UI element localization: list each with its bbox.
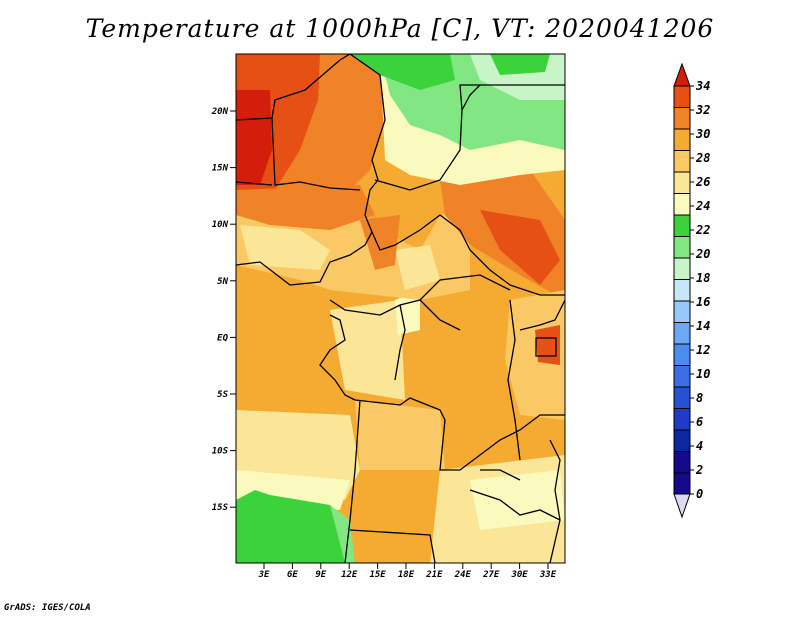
colorbar-bin — [673, 322, 691, 345]
colorbar-bin — [673, 128, 691, 151]
colorbar-bin — [673, 150, 691, 173]
x-tick-label: 33E — [539, 570, 557, 580]
colorbar-bin — [673, 214, 691, 237]
colorbar-label: 4 — [696, 439, 703, 453]
colorbar-label: 24 — [695, 199, 710, 213]
x-tick-label: 6E — [287, 570, 298, 580]
colorbar-bin — [673, 279, 691, 302]
colorbar-bin — [673, 429, 691, 452]
x-tick-label: 27E — [482, 570, 500, 580]
colorbar-bin — [673, 171, 691, 194]
colorbar-under-triangle — [673, 493, 691, 519]
x-tick-label: 24E — [454, 570, 472, 580]
colorbar-label: 10 — [696, 367, 710, 381]
colorbar-label: 34 — [695, 79, 710, 93]
x-tick-label: 21E — [425, 570, 443, 580]
colorbar-bin — [673, 85, 691, 108]
country-borders — [236, 54, 565, 563]
colorbar-bin — [673, 300, 691, 323]
x-tick-label: 12E — [341, 570, 358, 580]
y-tick-label: 10S — [212, 447, 229, 457]
latitude-axis: 20N 15N 10N 5N EQ 5S 10S 15S — [211, 107, 236, 513]
colorbar-bin — [673, 365, 691, 388]
colorbar-bin — [673, 236, 691, 259]
y-tick-label: 15N — [212, 164, 229, 174]
colorbar-bin — [673, 193, 691, 216]
colorbar-over-triangle — [673, 62, 691, 87]
colorbar-label: 0 — [696, 487, 703, 501]
x-tick-label: 9E — [315, 570, 326, 580]
y-tick-label: 10N — [212, 220, 229, 230]
colorbar-label: 28 — [695, 151, 710, 165]
grads-credit: GrADS: IGES/COLA — [4, 603, 91, 613]
colorbar-bin — [673, 408, 691, 431]
x-tick-label: 18E — [398, 570, 415, 580]
colorbar-label: 18 — [696, 271, 710, 285]
colorbar-bin — [673, 107, 691, 130]
colorbar-label: 32 — [695, 103, 710, 117]
colorbar-bin — [673, 386, 691, 409]
colorbar-label: 8 — [696, 391, 703, 405]
colorbar-label: 2 — [695, 463, 703, 477]
colorbar-bin — [673, 343, 691, 366]
map-title: Temperature at 1000hPa [C], VT: 20200412… — [85, 14, 715, 43]
colorbar-bin — [673, 472, 691, 495]
map-frame — [235, 53, 566, 564]
colorbar-label: 6 — [696, 415, 703, 429]
y-tick-label: 5S — [217, 390, 228, 400]
y-tick-label: 20N — [211, 107, 229, 117]
y-tick-label: EQ — [217, 333, 228, 343]
longitude-axis: 3E 6E 9E 12E 15E 18E 21E 24E 27E 30E 33E — [258, 563, 557, 580]
colorbar-label: 14 — [696, 319, 710, 333]
y-tick-label: 5N — [217, 277, 228, 287]
colorbar-bin — [673, 257, 691, 280]
colorbar-label: 16 — [696, 295, 710, 309]
colorbar-bin — [673, 451, 691, 474]
x-tick-label: 30E — [510, 570, 528, 580]
y-tick-label: 15S — [212, 503, 229, 513]
colorbar-label: 26 — [695, 175, 710, 189]
x-tick-label: 3E — [258, 570, 270, 580]
x-tick-label: 15E — [369, 570, 386, 580]
colorbar-label: 20 — [695, 247, 710, 261]
colorbar-label: 22 — [695, 223, 710, 237]
colorbar-label: 30 — [695, 127, 710, 141]
colorbar-label: 12 — [696, 343, 710, 357]
